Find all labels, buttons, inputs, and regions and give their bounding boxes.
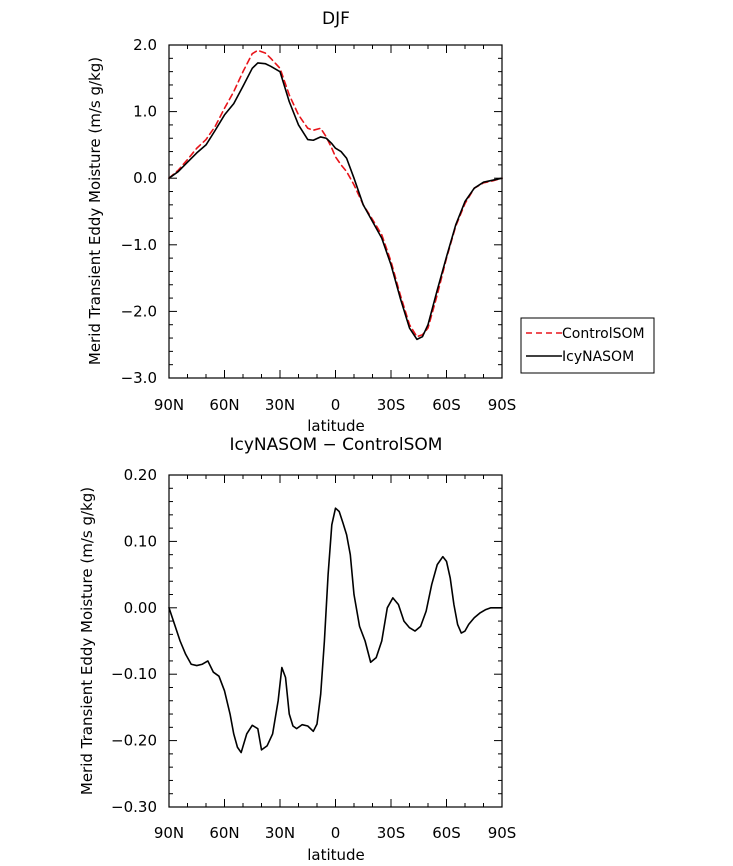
bottom-y-axis-label: Merid Transient Eddy Moisture (m/s g/kg) xyxy=(78,487,96,795)
y-tick-label: 0.0 xyxy=(133,169,157,187)
series-line-difference xyxy=(168,507,503,754)
series-line-controlsom xyxy=(168,49,503,338)
x-tick-label: 90S xyxy=(488,396,517,414)
top-y-axis-label: Merid Transient Eddy Moisture (m/s g/kg) xyxy=(86,57,104,365)
bottom-panel: IcyNASOM − ControlSOM 90N 60N 30N 0 30S 60S 90… xyxy=(78,435,516,864)
top-chart-title: DJF xyxy=(322,9,350,29)
top-x-axis-label: latitude xyxy=(307,417,365,435)
y-tick-label: −0.20 xyxy=(111,732,157,750)
legend-label-controlsom: ControlSOM xyxy=(562,326,645,342)
legend-box xyxy=(520,317,655,374)
y-tick-label: −2.0 xyxy=(121,302,157,320)
x-tick-label: 90S xyxy=(488,824,517,842)
bottom-y-ticks: 0.20 0.10 0.00 −0.10 −0.20 −0.30 xyxy=(111,466,502,816)
x-tick-label: 0 xyxy=(331,396,341,414)
x-tick-label: 30N xyxy=(265,396,295,414)
y-tick-label: −0.10 xyxy=(111,665,157,683)
y-tick-label: −1.0 xyxy=(121,236,157,254)
y-tick-label: 1.0 xyxy=(133,103,157,121)
bottom-x-ticks: 90N 60N 30N 0 30S 60S 90S xyxy=(154,475,516,842)
x-tick-label: 90N xyxy=(154,396,184,414)
bottom-x-axis-label: latitude xyxy=(307,846,365,864)
y-tick-label: −0.30 xyxy=(111,798,157,816)
top-legend: ControlSOM IcyNASOM xyxy=(520,317,655,374)
x-tick-label: 30S xyxy=(377,396,406,414)
y-tick-label: 0.20 xyxy=(124,466,157,484)
x-tick-label: 30N xyxy=(265,824,295,842)
bottom-series xyxy=(168,507,503,754)
top-series xyxy=(168,49,503,341)
y-tick-label: 0.10 xyxy=(124,532,157,550)
x-tick-label: 90N xyxy=(154,824,184,842)
x-tick-label: 60N xyxy=(209,824,239,842)
y-tick-label: 2.0 xyxy=(133,36,157,54)
x-tick-label: 30S xyxy=(377,824,406,842)
x-tick-label: 60S xyxy=(432,396,461,414)
series-line-icynasom xyxy=(168,62,503,341)
bottom-chart-title: IcyNASOM − ControlSOM xyxy=(230,435,443,455)
x-tick-label: 60N xyxy=(209,396,239,414)
x-tick-label: 0 xyxy=(331,824,341,842)
top-panel: DJF 90N 60N 30N 0 30S 60S 90S 2.0 1.0 0.0 −1.0 −2.… xyxy=(86,9,655,435)
legend-label-icynasom: IcyNASOM xyxy=(562,349,634,365)
top-plot-frame xyxy=(168,44,503,379)
x-tick-label: 60S xyxy=(432,824,461,842)
y-tick-label: 0.00 xyxy=(124,599,157,617)
bottom-plot-frame xyxy=(168,474,503,808)
top-y-ticks: 2.0 1.0 0.0 −1.0 −2.0 −3.0 xyxy=(121,36,502,387)
y-tick-label: −3.0 xyxy=(121,369,157,387)
top-x-ticks: 90N 60N 30N 0 30S 60S 90S xyxy=(154,45,516,414)
